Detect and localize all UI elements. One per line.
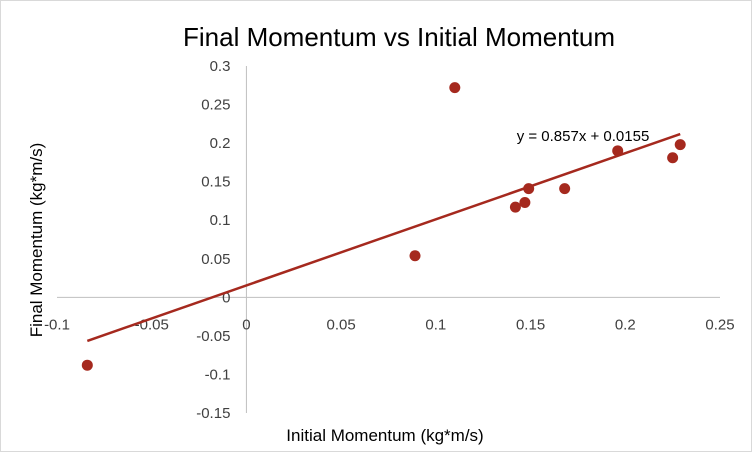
trendline-group [86,132,681,343]
x-tick-label: 0.1 [425,316,446,333]
tick-labels: -0.1 -0.05 0 0.05 0.1 0.15 0.2 0.25 0.3 0.25 0.2 0.… [44,58,735,422]
data-point [559,183,571,195]
y-tick-label: 0.2 [210,135,231,152]
x-tick-label: 0.2 [615,316,636,333]
axes [57,66,720,413]
x-axis-label: Initial Momentum (kg*m/s) [286,426,483,445]
x-tick-label: 0.15 [516,316,545,333]
data-point [667,152,679,164]
y-tick-label: 0.05 [201,251,230,268]
x-tick-label: 0.25 [705,316,734,333]
data-point [409,250,421,262]
trendline [86,132,681,343]
x-tick-label: 0 [242,316,250,333]
data-point [509,201,521,213]
data-point [519,196,531,208]
data-point [523,183,535,195]
y-tick-label: 0.3 [210,58,231,75]
trendline-equation: y = 0.857x + 0.0155 [517,128,650,145]
x-tick-label: 0.05 [327,316,356,333]
data-point [81,359,93,371]
data-point [674,139,686,151]
data-points [81,82,686,371]
data-point [449,82,461,94]
data-point [612,145,624,157]
y-tick-label: 0 [222,289,230,306]
y-tick-label: -0.15 [196,405,230,422]
x-tick-label: -0.1 [44,316,70,333]
y-tick-label: -0.1 [205,366,231,383]
y-tick-label: 0.1 [210,212,231,229]
y-tick-label: 0.25 [201,97,230,114]
y-tick-label: 0.15 [201,174,230,191]
y-tick-label: -0.05 [196,328,230,345]
chart-title: Final Momentum vs Initial Momentum [183,22,615,52]
y-axis-label: Final Momentum (kg*m/s) [27,143,46,338]
